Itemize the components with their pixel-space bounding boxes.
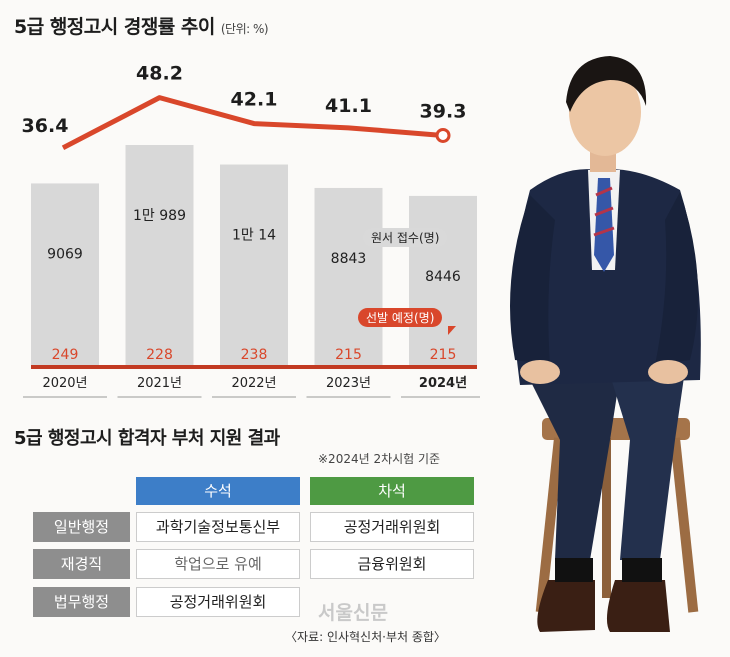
watermark-logo: 서울신문	[318, 602, 388, 624]
rate-line	[61, 95, 451, 151]
cell-finance-runner: 금융위원회	[310, 549, 474, 579]
applicant-label: 1만 14	[232, 228, 276, 244]
chart-title: 5급 행정고시 경쟁률 추이 (단위: %)	[14, 12, 269, 39]
selection-label: 215	[335, 347, 362, 363]
applicant-bar	[31, 183, 99, 365]
rate-label: 42.1	[231, 89, 278, 111]
rate-label: 39.3	[420, 100, 467, 122]
chart: 9069 249 2020년 1만 989 228 2021년 1만 14 238 2022년 8…	[22, 63, 480, 398]
selection-label: 238	[241, 347, 268, 363]
applicant-bar	[125, 145, 194, 365]
rate-label: 48.2	[136, 63, 183, 85]
row-label-general-admin: 일반행정	[33, 512, 130, 542]
chart-unit: (단위: %)	[220, 22, 269, 36]
table-title: 5급 행정고시 합격자 부처 지원 결과	[14, 428, 280, 449]
category-label: 2022년	[231, 376, 276, 391]
selection-label: 215	[430, 347, 457, 363]
chart-title-text: 5급 행정고시 경쟁률 추이	[14, 16, 215, 38]
source-note: 〈자료: 인사혁신처·부처 종합〉	[285, 630, 446, 644]
legend-pointer	[448, 326, 456, 335]
applicant-bar	[314, 187, 383, 365]
rate-endpoint	[435, 127, 451, 143]
cell-general-admin-runner: 공정거래위원회	[310, 512, 474, 542]
category-label: 2023년	[326, 376, 371, 391]
header-runner-up: 차석	[310, 477, 474, 505]
category-label: 2021년	[137, 376, 182, 391]
label-group: 9069 249 2020년 1만 989 228 2021년 1만 14 238 2022년 8…	[22, 63, 468, 391]
cell-finance-chief: 학업으로 유예	[136, 549, 300, 579]
category-label: 2020년	[42, 376, 87, 391]
applicant-bar	[220, 164, 288, 365]
table-note: ※2024년 2차시험 기준	[318, 452, 441, 466]
rate-polyline	[61, 95, 444, 151]
header-chief: 수석	[136, 477, 300, 505]
selection-label: 228	[146, 347, 173, 363]
rate-label: 41.1	[325, 95, 372, 117]
rate-label: 36.4	[22, 115, 69, 137]
bar-group	[31, 145, 477, 365]
applicant-bar	[409, 195, 477, 365]
seated-man-illustration	[510, 56, 701, 632]
selection-baseline	[31, 365, 477, 369]
applicant-label: 9069	[47, 246, 83, 262]
selection-label: 249	[52, 347, 79, 363]
cell-legal-admin-chief: 공정거래위원회	[136, 587, 300, 617]
baseline	[23, 365, 480, 398]
legend-selection: 선발 예정(명)	[358, 308, 443, 327]
applicant-label: 1만 989	[133, 208, 186, 224]
row-label-legal-admin: 법무행정	[33, 587, 130, 617]
cell-general-admin-chief: 과학기술정보통신부	[136, 512, 300, 542]
row-label-finance: 재경직	[33, 549, 130, 579]
legend-applicants: 원서 접수(명)	[363, 228, 448, 247]
category-label: 2024년	[419, 376, 467, 391]
applicant-label: 8843	[331, 251, 367, 267]
applicant-label: 8446	[425, 269, 461, 285]
